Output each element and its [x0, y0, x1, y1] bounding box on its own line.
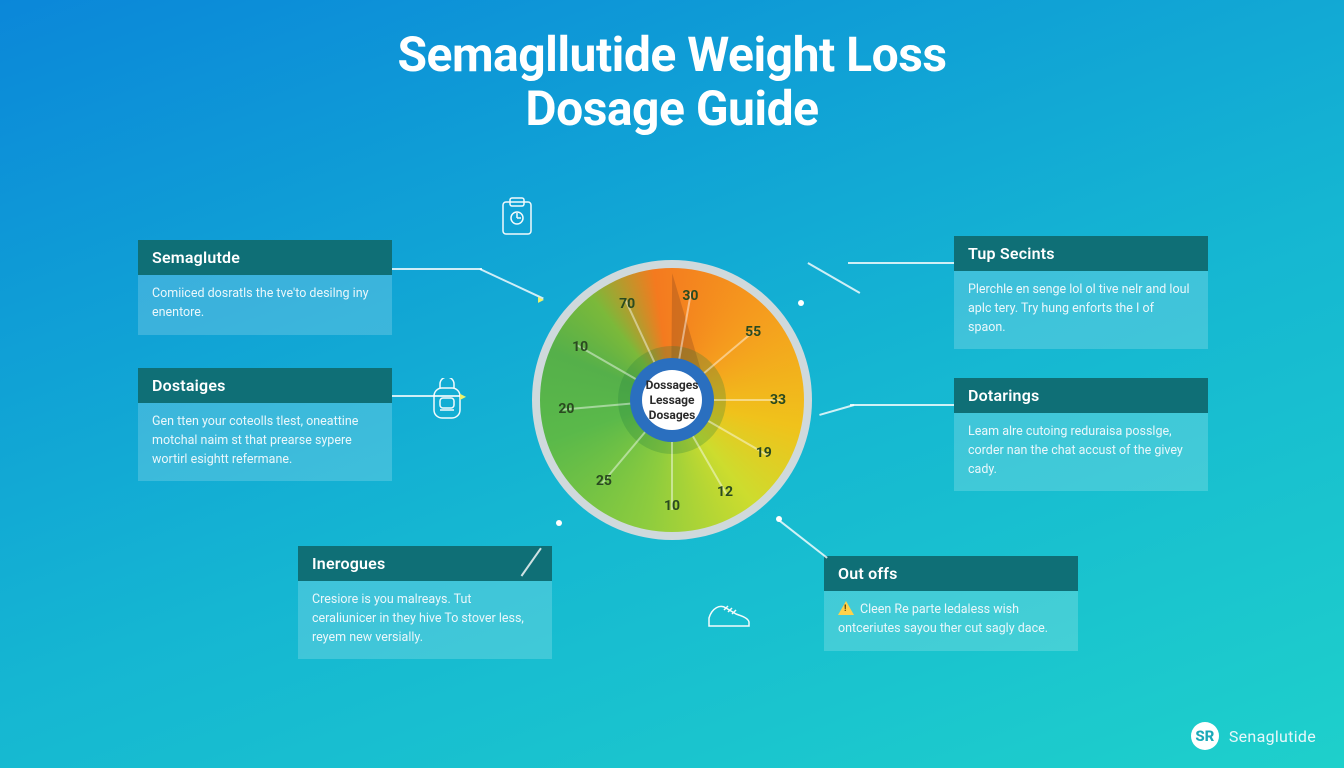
footer-logo: SR Senaglutide	[1191, 722, 1316, 750]
card-head: Inerogues	[298, 546, 552, 581]
card-head: Dotarings	[954, 378, 1208, 413]
dial-number: 25	[596, 473, 612, 489]
pointer-line	[392, 395, 460, 397]
dial-center-line: Lessage	[649, 393, 694, 407]
dial-center-line: Dossages	[646, 378, 699, 392]
card-inerogues: Inerogues Cresiore is you malreays. Tut …	[298, 546, 552, 659]
dial-number: 10	[664, 498, 680, 514]
card-body: Cresiore is you malreays. Tut ceraliunic…	[298, 581, 552, 659]
logo-text: Senaglutide	[1229, 727, 1316, 746]
card-semaglutde: Semaglutde Comiiced dosratls the tve'to …	[138, 240, 392, 335]
dial-number: 19	[756, 445, 772, 461]
pointer-dot	[798, 300, 804, 306]
logo-mark: SR	[1191, 722, 1219, 750]
pointer-dot	[556, 520, 562, 526]
card-body: Cleen Re parte ledaless wish ontceriutes…	[824, 591, 1078, 651]
card-dostaiges: Dostaiges Gen tten your coteolls tlest, …	[138, 368, 392, 481]
card-body: Gen tten your coteolls tlest, oneattine …	[138, 403, 392, 481]
title-line2: Dosage Guide	[525, 80, 818, 137]
dial-number: 20	[558, 401, 574, 417]
pointer-line	[850, 404, 954, 406]
card-body: Plerchle en senge lol ol tive nelr and l…	[954, 271, 1208, 349]
dial-number: 55	[745, 324, 761, 340]
clipboard-icon	[498, 196, 536, 238]
dial-number: 12	[717, 484, 733, 500]
dial-center-line: Dosages	[649, 408, 696, 422]
dial-center: Dossages Lessage Dosages	[642, 370, 702, 430]
page-title: Semagllutide Weight Loss Dosage Guide	[0, 28, 1344, 136]
card-body: Leam alre cutoing reduraisa posslge, cor…	[954, 413, 1208, 491]
card-head: Out offs	[824, 556, 1078, 591]
dial-number: 70	[619, 296, 635, 312]
dosage-dial: Dossages Lessage Dosages 30 55 33 19 12 10 25 2…	[532, 260, 812, 540]
card-dotarings: Dotarings Leam alre cutoing reduraisa po…	[954, 378, 1208, 491]
dial-center-label: Dossages Lessage Dosages	[646, 378, 699, 423]
pointer-arrowhead-icon: ▸	[538, 292, 544, 306]
shoe-icon	[706, 596, 752, 630]
dial-number: 30	[682, 288, 698, 304]
pointer-dot	[776, 516, 782, 522]
card-body: Comiiced dosratls the tve'to desilng iny…	[138, 275, 392, 335]
pointer-arrowhead-icon: ▸	[460, 389, 466, 403]
title-line1: Semagllutide Weight Loss	[397, 26, 946, 83]
card-body-text: Cleen Re parte ledaless wish ontceriutes…	[838, 602, 1048, 636]
card-head: Semaglutde	[138, 240, 392, 275]
card-head: Tup Secints	[954, 236, 1208, 271]
card-head: Dostaiges	[138, 368, 392, 403]
pointer-line	[392, 268, 482, 270]
pointer-line	[848, 262, 954, 264]
card-tup-secints: Tup Secints Plerchle en senge lol ol tiv…	[954, 236, 1208, 349]
dial-number: 33	[770, 392, 786, 408]
dial-number: 10	[572, 339, 588, 355]
card-out-offs: Out offs Cleen Re parte ledaless wish on…	[824, 556, 1078, 651]
warning-icon	[838, 601, 854, 615]
